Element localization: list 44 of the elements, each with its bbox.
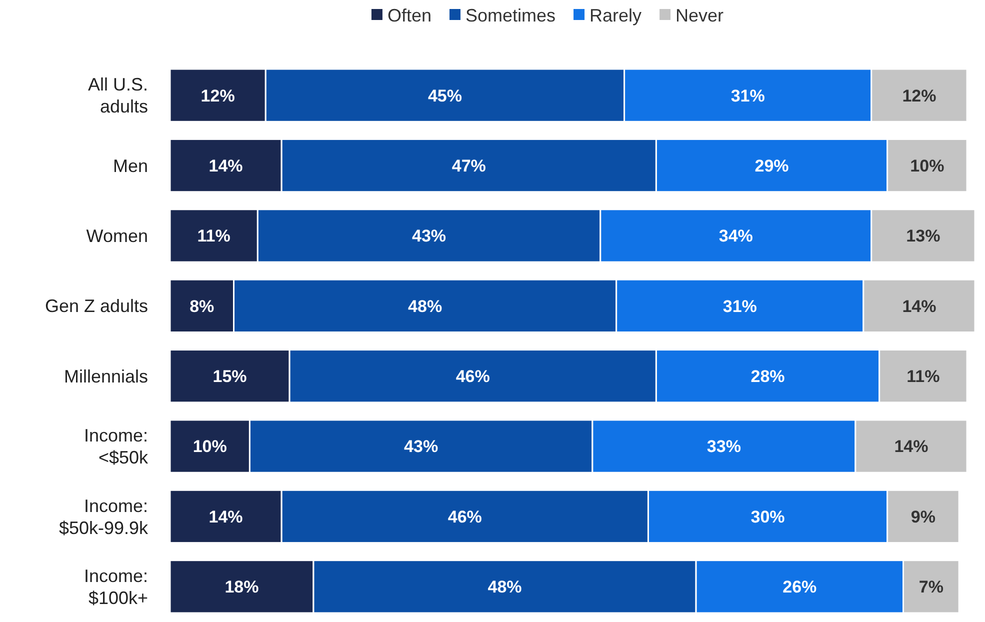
data-label: 46% <box>448 507 482 526</box>
y-tick-label: Income: <$50k <box>84 426 149 468</box>
data-label: 31% <box>722 296 757 316</box>
data-label: 14% <box>208 507 243 526</box>
data-label: 34% <box>718 226 753 246</box>
data-label: 48% <box>488 578 522 597</box>
data-label: 10% <box>192 437 227 456</box>
data-label: 14% <box>894 437 928 456</box>
y-tick-label: Men <box>112 156 148 176</box>
data-label: 47% <box>452 156 486 176</box>
data-label: 31% <box>730 86 765 106</box>
data-label: 48% <box>408 296 442 316</box>
data-label: 28% <box>750 367 785 386</box>
legend-label: Often <box>387 5 432 26</box>
legend-label: Never <box>676 5 724 26</box>
y-tick-label: Income: $50k-99.9k <box>58 496 149 538</box>
data-label: 9% <box>910 507 936 526</box>
y-tick-label: Income: $100k+ <box>84 566 148 608</box>
data-label: 14% <box>902 296 936 316</box>
y-tick-label: Millennials <box>64 366 148 386</box>
data-label: 14% <box>208 156 243 176</box>
data-label: 33% <box>706 437 741 456</box>
data-label: 45% <box>428 86 462 106</box>
data-label: 15% <box>212 367 247 386</box>
data-label: 12% <box>902 86 936 106</box>
data-label: 11% <box>197 226 230 246</box>
data-label: 46% <box>456 367 490 386</box>
data-label: 12% <box>200 86 235 106</box>
data-label: 29% <box>754 156 789 176</box>
data-label: 11% <box>906 367 940 386</box>
data-label: 10% <box>910 156 944 176</box>
legend-label: Rarely <box>590 5 642 26</box>
data-label: 30% <box>750 507 785 526</box>
data-label: 18% <box>224 578 259 597</box>
y-tick-label: Women <box>86 226 148 246</box>
data-label: 43% <box>412 226 446 246</box>
text: Sometimes <box>465 5 556 26</box>
data-label: 26% <box>782 578 817 597</box>
data-label: 8% <box>190 296 214 316</box>
data-label: 13% <box>906 226 940 246</box>
data-label: 43% <box>404 437 438 456</box>
y-tick-label: All U.S. adults <box>88 74 148 117</box>
data-label: 7% <box>918 578 944 597</box>
y-tick-label: Gen Z adults <box>44 296 148 316</box>
